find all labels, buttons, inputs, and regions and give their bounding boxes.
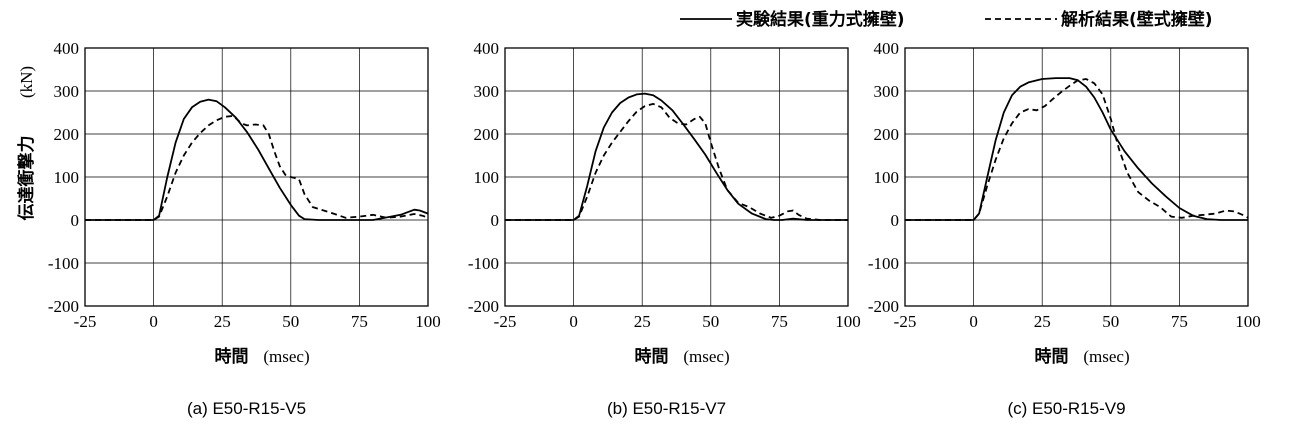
x-axis-label: 時間 bbox=[1035, 346, 1069, 367]
y-tick-label-3: 100 bbox=[54, 168, 80, 187]
series-line-experiment bbox=[85, 98, 429, 221]
series-line-analysis bbox=[85, 115, 429, 221]
y-axis-title: 伝達衝撃力 (kN) bbox=[16, 66, 37, 221]
panel-caption-b: (b) E50-R15-V7 bbox=[607, 399, 726, 418]
x-tick-label-2: 25 bbox=[634, 312, 651, 331]
plot-frame bbox=[904, 47, 1249, 307]
x-tick-label-3: 50 bbox=[702, 312, 719, 331]
x-tick-label-5: 100 bbox=[1235, 312, 1261, 331]
x-axis-label: 時間 bbox=[215, 346, 249, 367]
x-tick-label-1: 0 bbox=[569, 312, 578, 331]
y-tick-label-4: 200 bbox=[474, 125, 500, 144]
series-line-analysis bbox=[905, 78, 1249, 221]
x-tick-label-0: -25 bbox=[894, 312, 917, 331]
y-tick-label-3: 100 bbox=[874, 168, 900, 187]
x-tick-label-5: 100 bbox=[415, 312, 441, 331]
panel-caption-a: (a) E50-R15-V5 bbox=[187, 399, 306, 418]
y-tick-label-6: 400 bbox=[474, 39, 500, 58]
plot-frame bbox=[84, 47, 429, 307]
series-line-experiment bbox=[505, 92, 848, 221]
x-axis-unit: (msec) bbox=[1083, 347, 1129, 366]
panel-caption-c: (c) E50-R15-V9 bbox=[1007, 399, 1125, 418]
y-tick-label-2: 0 bbox=[71, 211, 80, 230]
y-tick-label-2: 0 bbox=[891, 211, 900, 230]
x-tick-label-4: 75 bbox=[1171, 312, 1188, 331]
y-tick-label-4: 200 bbox=[54, 125, 80, 144]
panel-a: -25 0 25 50 75 100 -200 -100 0 100 200 300 400 時間 (mse… bbox=[48, 39, 441, 418]
x-tick-label-1: 0 bbox=[969, 312, 978, 331]
y-axis-label: 伝達衝撃力 bbox=[16, 136, 37, 221]
y-tick-label-6: 400 bbox=[874, 39, 900, 58]
series-line-analysis bbox=[505, 103, 848, 221]
plot-frame bbox=[504, 47, 849, 307]
y-tick-label-2: 0 bbox=[491, 211, 500, 230]
x-tick-label-2: 25 bbox=[1034, 312, 1051, 331]
y-tick-label-1: -100 bbox=[868, 254, 899, 273]
x-tick-label-0: -25 bbox=[494, 312, 517, 331]
y-tick-label-5: 300 bbox=[874, 82, 900, 101]
x-tick-label-5: 100 bbox=[835, 312, 861, 331]
legend: 実験結果(重力式擁壁) 解析結果(壁式擁壁) bbox=[680, 9, 1213, 30]
y-tick-label-1: -100 bbox=[48, 254, 79, 273]
y-tick-label-0: -200 bbox=[468, 297, 499, 316]
series-line-experiment bbox=[905, 77, 1248, 221]
y-axis-unit: (kN) bbox=[17, 66, 36, 98]
x-tick-label-0: -25 bbox=[74, 312, 97, 331]
y-tick-label-5: 300 bbox=[474, 82, 500, 101]
x-tick-label-1: 0 bbox=[149, 312, 158, 331]
x-axis-unit: (msec) bbox=[263, 347, 309, 366]
y-tick-label-0: -200 bbox=[48, 297, 79, 316]
x-axis-label: 時間 bbox=[635, 346, 669, 367]
x-tick-label-4: 75 bbox=[351, 312, 368, 331]
x-axis-unit: (msec) bbox=[683, 347, 729, 366]
legend-analysis-label: 解析結果(壁式擁壁) bbox=[1061, 9, 1213, 30]
y-tick-label-6: 400 bbox=[54, 39, 80, 58]
y-tick-label-4: 200 bbox=[874, 125, 900, 144]
y-tick-label-5: 300 bbox=[54, 82, 80, 101]
legend-experiment-label: 実験結果(重力式擁壁) bbox=[736, 9, 905, 30]
x-tick-label-3: 50 bbox=[282, 312, 299, 331]
y-tick-label-0: -200 bbox=[868, 297, 899, 316]
x-tick-label-4: 75 bbox=[771, 312, 788, 331]
y-tick-label-1: -100 bbox=[468, 254, 499, 273]
panel-b: -25 0 25 50 75 100 -200 -100 0 100 200 300 400 時間 (mse… bbox=[468, 39, 861, 418]
x-tick-label-2: 25 bbox=[214, 312, 231, 331]
y-tick-label-3: 100 bbox=[474, 168, 500, 187]
panel-c: -25 0 25 50 75 100 -200 -100 0 100 200 300 400 時間 (mse… bbox=[868, 39, 1261, 418]
x-tick-label-3: 50 bbox=[1102, 312, 1119, 331]
